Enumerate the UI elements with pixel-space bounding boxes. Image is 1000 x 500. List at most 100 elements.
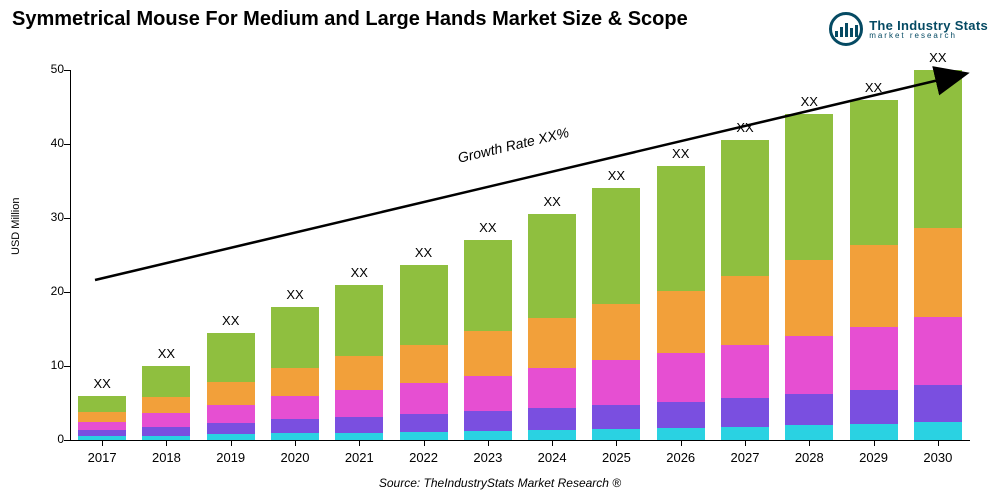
bar-value-label: XX [736, 120, 753, 135]
bar-segment [207, 405, 255, 424]
bar-value-label: XX [543, 194, 560, 209]
y-tick-label: 50 [40, 62, 64, 76]
bar: XX [592, 188, 640, 440]
bar-segment [78, 412, 126, 422]
bar-segment [335, 390, 383, 417]
bar-segment [785, 260, 833, 335]
x-axis-line [70, 440, 970, 441]
bar-segment [400, 383, 448, 414]
bar-segment [528, 430, 576, 440]
bar-segment [721, 398, 769, 427]
bar-segment [528, 408, 576, 430]
bar-segment [207, 382, 255, 404]
bar-segment [335, 417, 383, 433]
bar-segment [528, 318, 576, 368]
bar: XX [142, 366, 190, 440]
x-tick-label: 2017 [88, 450, 117, 465]
y-tick-label: 0 [40, 432, 64, 446]
x-tick-label: 2024 [538, 450, 567, 465]
bar: XX [528, 214, 576, 440]
logo-line2: market research [869, 32, 988, 40]
x-tick-label: 2023 [473, 450, 502, 465]
x-tick-label: 2028 [795, 450, 824, 465]
bar: XX [207, 333, 255, 440]
bar-value-label: XX [93, 376, 110, 391]
bar-segment [464, 431, 512, 440]
bar-segment [785, 114, 833, 260]
y-tick-label: 10 [40, 358, 64, 372]
bar-segment [850, 327, 898, 390]
bar: XX [78, 396, 126, 440]
bar-segment [207, 333, 255, 383]
x-tick-label: 2018 [152, 450, 181, 465]
bar-segment [400, 414, 448, 432]
bar: XX [785, 114, 833, 440]
bar: XX [850, 100, 898, 440]
bar-value-label: XX [351, 265, 368, 280]
bar-segment [464, 240, 512, 331]
bar-segment [721, 276, 769, 345]
bar: XX [657, 166, 705, 440]
bar-segment [271, 419, 319, 433]
bar-segment [271, 433, 319, 440]
y-tick-label: 30 [40, 210, 64, 224]
bar-segment [914, 385, 962, 422]
bar-segment [207, 423, 255, 434]
bar-segment [850, 390, 898, 424]
bar-segment [914, 317, 962, 385]
bar-segment [142, 413, 190, 426]
bar: XX [721, 140, 769, 440]
y-tick-label: 20 [40, 284, 64, 298]
bar-segment [400, 432, 448, 440]
bar-segment [335, 433, 383, 440]
bar-segment [657, 402, 705, 429]
bar-segment [464, 411, 512, 431]
bar-segment [721, 345, 769, 398]
bar-segment [592, 405, 640, 429]
brand-logo: The Industry Stats market research [829, 12, 988, 46]
x-tick-label: 2029 [859, 450, 888, 465]
source-caption: Source: TheIndustryStats Market Research… [0, 476, 1000, 490]
bar-segment [785, 425, 833, 440]
bar-segment [271, 396, 319, 420]
bar-value-label: XX [929, 50, 946, 65]
x-tick-label: 2020 [281, 450, 310, 465]
chart-container: Symmetrical Mouse For Medium and Large H… [0, 0, 1000, 500]
bar-segment [142, 397, 190, 413]
bar-segment [592, 429, 640, 440]
x-tick-label: 2026 [666, 450, 695, 465]
x-tick-label: 2030 [923, 450, 952, 465]
bar-segment [657, 353, 705, 402]
bar-segment [657, 291, 705, 353]
bar-segment [592, 360, 640, 404]
bar-segment [464, 376, 512, 412]
bar: XX [400, 265, 448, 440]
bar-segment [914, 422, 962, 440]
bar-value-label: XX [865, 80, 882, 95]
bar-segment [78, 436, 126, 440]
bar-segment [914, 70, 962, 228]
bar-segment [850, 424, 898, 440]
bar-segment [785, 336, 833, 394]
bar-segment [142, 427, 190, 436]
bar-segment [850, 245, 898, 326]
x-tick-label: 2027 [731, 450, 760, 465]
bar-value-label: XX [801, 94, 818, 109]
x-tick-label: 2021 [345, 450, 374, 465]
bar-segment [592, 304, 640, 360]
bar-segment [528, 368, 576, 408]
bar-segment [464, 331, 512, 375]
x-tick-label: 2022 [409, 450, 438, 465]
bar-value-label: XX [286, 287, 303, 302]
bar: XX [464, 240, 512, 440]
bar-segment [271, 368, 319, 396]
bar-segment [592, 188, 640, 303]
y-tick-label: 40 [40, 136, 64, 150]
bar-segment [207, 434, 255, 440]
x-tick-label: 2025 [602, 450, 631, 465]
bar-segment [335, 356, 383, 390]
bar-segment [528, 214, 576, 318]
x-tick-label: 2019 [216, 450, 245, 465]
bar-segment [850, 100, 898, 246]
bar-value-label: XX [222, 313, 239, 328]
